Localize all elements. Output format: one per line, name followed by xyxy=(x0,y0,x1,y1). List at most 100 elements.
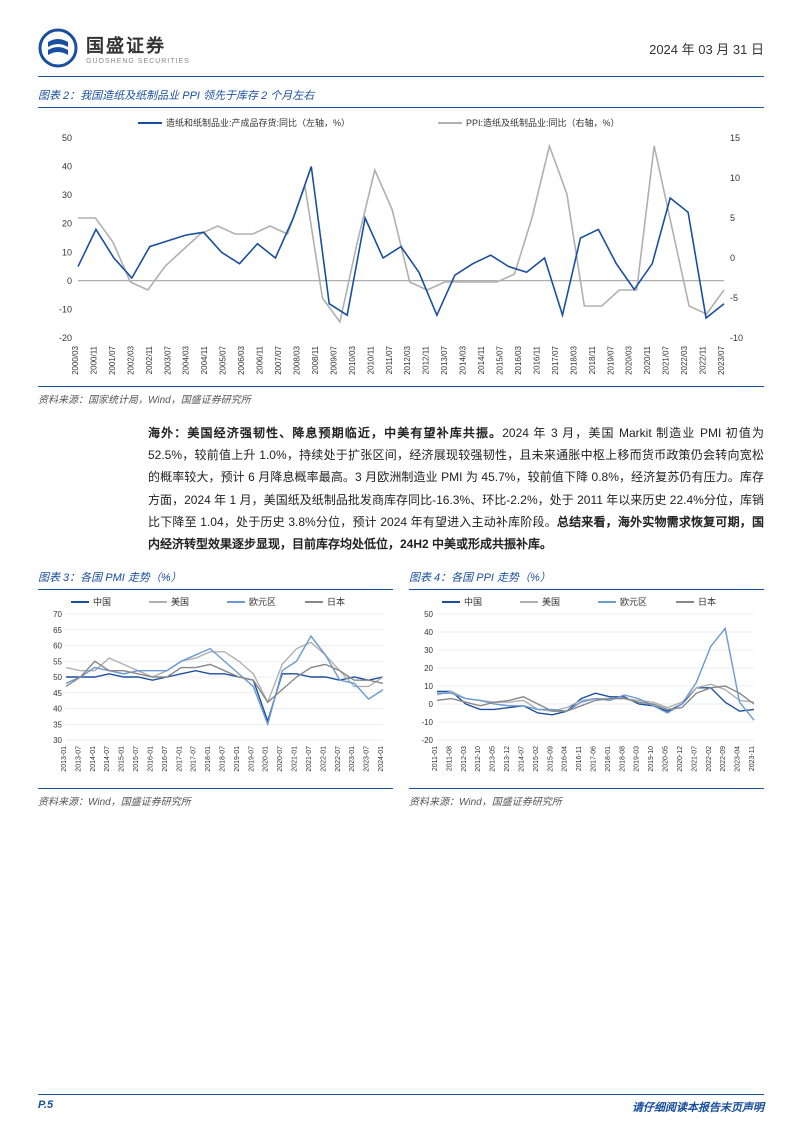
svg-text:40: 40 xyxy=(424,628,433,637)
svg-text:2017/07: 2017/07 xyxy=(551,345,560,374)
svg-text:2013/07: 2013/07 xyxy=(440,345,449,374)
svg-text:30: 30 xyxy=(424,646,433,655)
svg-text:50: 50 xyxy=(424,610,433,619)
svg-text:2016-04: 2016-04 xyxy=(562,746,569,772)
svg-text:2009/07: 2009/07 xyxy=(329,345,338,374)
chart3-source: 资料来源：Wind，国盛证券研究所 xyxy=(38,793,393,808)
svg-text:2020/11: 2020/11 xyxy=(643,345,652,374)
chart3-svg: 中国美国欧元区日本3035404550556065702013-012013-0… xyxy=(38,590,393,790)
svg-text:2019-03: 2019-03 xyxy=(634,746,641,772)
svg-text:2016-01: 2016-01 xyxy=(147,746,154,772)
svg-text:2016/11: 2016/11 xyxy=(532,345,541,374)
svg-text:2020-12: 2020-12 xyxy=(677,746,684,772)
svg-text:2013-12: 2013-12 xyxy=(504,746,511,772)
svg-text:2006/11: 2006/11 xyxy=(256,345,265,374)
svg-text:2022-07: 2022-07 xyxy=(335,746,342,772)
svg-text:2023/07: 2023/07 xyxy=(717,345,726,374)
svg-text:40: 40 xyxy=(53,705,62,714)
svg-text:2014-07: 2014-07 xyxy=(104,746,111,772)
svg-text:2019-07: 2019-07 xyxy=(248,746,255,772)
svg-text:0: 0 xyxy=(67,276,72,286)
svg-text:2023-04: 2023-04 xyxy=(735,746,742,772)
svg-text:-10: -10 xyxy=(730,333,743,343)
svg-text:-5: -5 xyxy=(730,293,738,303)
svg-text:15: 15 xyxy=(730,133,740,143)
svg-text:中国: 中国 xyxy=(93,596,111,607)
svg-text:2022/03: 2022/03 xyxy=(680,345,689,374)
svg-text:2022-02: 2022-02 xyxy=(706,746,713,772)
svg-text:2013-07: 2013-07 xyxy=(75,746,82,772)
svg-text:2011-08: 2011-08 xyxy=(446,746,453,771)
svg-text:2020-01: 2020-01 xyxy=(263,746,270,772)
svg-text:2021-07: 2021-07 xyxy=(306,746,313,772)
svg-text:0: 0 xyxy=(730,253,735,263)
svg-text:日本: 日本 xyxy=(327,596,345,607)
svg-text:65: 65 xyxy=(53,626,62,635)
svg-text:2015-07: 2015-07 xyxy=(133,746,140,772)
svg-text:美国: 美国 xyxy=(542,596,560,607)
svg-text:2002/03: 2002/03 xyxy=(126,345,135,374)
svg-text:2012-10: 2012-10 xyxy=(475,746,482,772)
svg-text:2020-05: 2020-05 xyxy=(663,746,670,772)
svg-text:2022/11: 2022/11 xyxy=(699,345,708,374)
svg-text:20: 20 xyxy=(424,664,433,673)
svg-text:2011-01: 2011-01 xyxy=(432,746,439,771)
report-date: 2024 年 03 月 31 日 xyxy=(649,39,764,58)
chart4-source: 资料来源：Wind，国盛证券研究所 xyxy=(409,793,764,808)
company-logo-icon xyxy=(38,28,78,68)
svg-text:2000/03: 2000/03 xyxy=(71,345,80,374)
svg-text:2017-07: 2017-07 xyxy=(191,746,198,772)
svg-text:2014/11: 2014/11 xyxy=(477,345,486,374)
svg-text:-20: -20 xyxy=(421,736,433,745)
svg-text:欧元区: 欧元区 xyxy=(620,596,647,607)
chart2-box: 造纸和纸制品业:产成品存货:同比（左轴，%） PPI:造纸及纸制品业:同比（右轴，… xyxy=(38,107,764,387)
svg-text:2018-01: 2018-01 xyxy=(605,746,612,772)
svg-text:2019-01: 2019-01 xyxy=(234,746,241,772)
page-footer: P.5 请仔细阅读本报告末页声明 xyxy=(0,1099,802,1115)
svg-text:2019/07: 2019/07 xyxy=(606,345,615,374)
svg-text:2003/07: 2003/07 xyxy=(163,345,172,374)
chart4-box: 中国美国欧元区日本-20-10010203040502011-012011-08… xyxy=(409,589,764,789)
svg-text:2022-01: 2022-01 xyxy=(320,746,327,772)
svg-text:2012/03: 2012/03 xyxy=(403,345,412,374)
svg-text:2013-05: 2013-05 xyxy=(490,746,497,772)
svg-text:2023-07: 2023-07 xyxy=(364,746,371,772)
svg-text:2001/07: 2001/07 xyxy=(108,345,117,374)
svg-text:2023-11: 2023-11 xyxy=(749,746,756,771)
svg-text:-10: -10 xyxy=(421,718,433,727)
svg-text:2015-02: 2015-02 xyxy=(533,746,540,772)
svg-text:2021/07: 2021/07 xyxy=(662,345,671,374)
svg-text:2014-07: 2014-07 xyxy=(518,746,525,772)
svg-text:2005/07: 2005/07 xyxy=(219,345,228,374)
svg-text:40: 40 xyxy=(62,162,72,172)
svg-text:5: 5 xyxy=(730,213,735,223)
svg-text:2015/07: 2015/07 xyxy=(496,345,505,374)
svg-text:造纸和纸制品业:产成品存货:同比（左轴，%）: 造纸和纸制品业:产成品存货:同比（左轴，%） xyxy=(166,117,350,128)
chart3-box: 中国美国欧元区日本3035404550556065702013-012013-0… xyxy=(38,589,393,789)
svg-text:PPI:造纸及纸制品业:同比（右轴，%）: PPI:造纸及纸制品业:同比（右轴，%） xyxy=(466,117,620,128)
svg-text:2019-10: 2019-10 xyxy=(648,746,655,772)
svg-text:2016/03: 2016/03 xyxy=(514,345,523,374)
svg-text:30: 30 xyxy=(53,736,62,745)
svg-text:50: 50 xyxy=(62,133,72,143)
company-name-en: GUOSHENG SECURITIES xyxy=(86,58,190,65)
svg-text:2018-01: 2018-01 xyxy=(205,746,212,772)
svg-text:2020-07: 2020-07 xyxy=(277,746,284,772)
chart2-svg: 造纸和纸制品业:产成品存货:同比（左轴，%） PPI:造纸及纸制品业:同比（右轴，… xyxy=(38,108,764,388)
svg-text:2002/11: 2002/11 xyxy=(145,345,154,374)
svg-text:2012/11: 2012/11 xyxy=(422,345,431,374)
svg-text:2015-01: 2015-01 xyxy=(119,746,126,772)
svg-text:10: 10 xyxy=(730,173,740,183)
svg-text:2022-09: 2022-09 xyxy=(720,746,727,772)
svg-text:2018/11: 2018/11 xyxy=(588,345,597,374)
svg-text:35: 35 xyxy=(53,720,62,729)
svg-text:2008/03: 2008/03 xyxy=(292,345,301,374)
svg-text:2008/11: 2008/11 xyxy=(311,345,320,374)
svg-text:10: 10 xyxy=(62,247,72,257)
svg-text:2017-01: 2017-01 xyxy=(176,746,183,772)
svg-text:2018-08: 2018-08 xyxy=(619,746,626,772)
body-paragraph: 海外：美国经济强韧性、降息预期临近，中美有望补库共振。2024 年 3 月，美国… xyxy=(148,422,764,555)
svg-text:2010/03: 2010/03 xyxy=(348,345,357,374)
header-divider xyxy=(38,76,764,77)
page-header: 国盛证券 GUOSHENG SECURITIES 2024 年 03 月 31 … xyxy=(38,28,764,68)
